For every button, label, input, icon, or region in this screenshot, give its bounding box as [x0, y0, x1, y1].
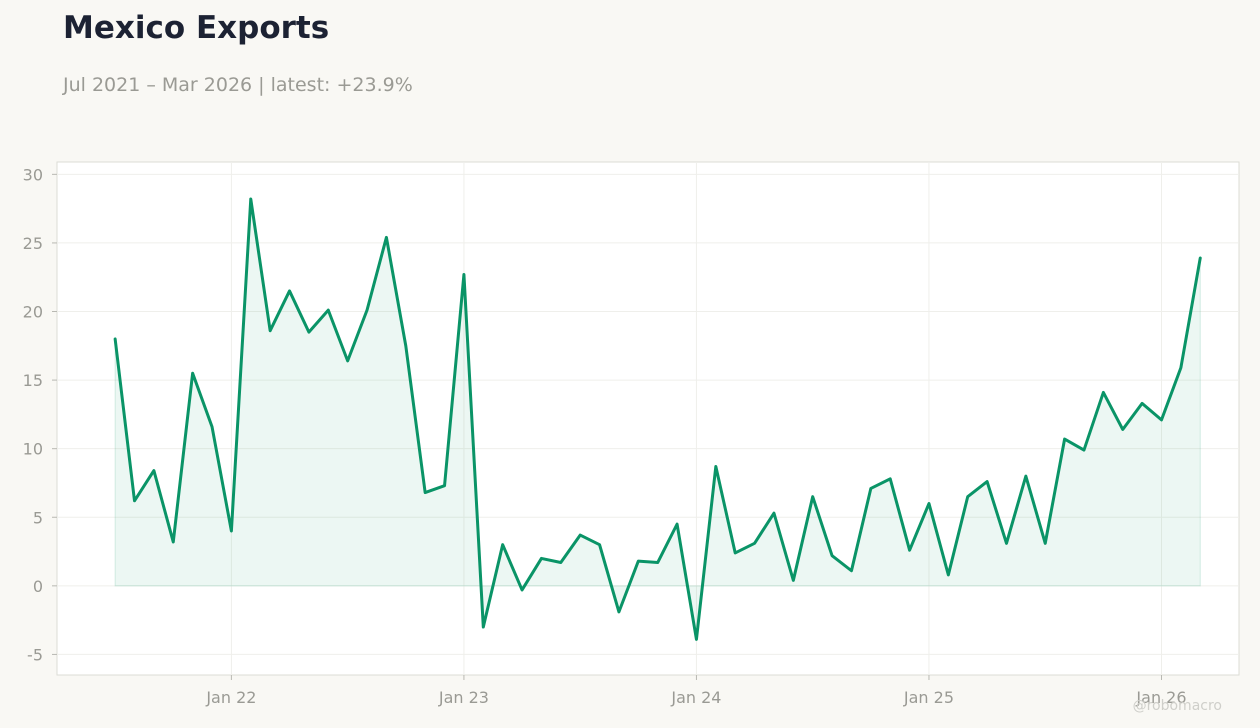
y-tick-label: 20	[23, 303, 43, 322]
x-tick-label: Jan 26	[1135, 688, 1186, 707]
chart-subtitle: Jul 2021 – Mar 2026 | latest: +23.9%	[63, 74, 413, 96]
x-tick-label: Jan 23	[438, 688, 489, 707]
grid-lines	[57, 162, 1239, 675]
y-tick-label: 15	[23, 371, 43, 390]
x-tick-label: Jan 24	[670, 688, 721, 707]
x-axis: Jan 22 Jan 23 Jan 24 Jan 25 Jan 26	[205, 675, 1187, 707]
y-tick-label: 5	[33, 508, 43, 527]
y-tick-label: 25	[23, 234, 43, 253]
watermark-text: @robomacro	[1133, 698, 1222, 714]
x-tick-label: Jan 22	[205, 688, 256, 707]
y-tick-label: -5	[27, 645, 43, 664]
series-line-group	[113, 197, 1202, 641]
plot-area	[56, 161, 1240, 676]
x-tick-label: Jan 25	[903, 688, 954, 707]
y-tick-label: 10	[23, 440, 43, 459]
y-tick-label: 0	[33, 577, 43, 596]
series-line	[113, 197, 1202, 641]
chart-title: Mexico Exports	[63, 10, 330, 46]
y-tick-label: 30	[23, 165, 43, 184]
y-axis: -5 0 5 10 15 20 25 30	[23, 165, 57, 664]
